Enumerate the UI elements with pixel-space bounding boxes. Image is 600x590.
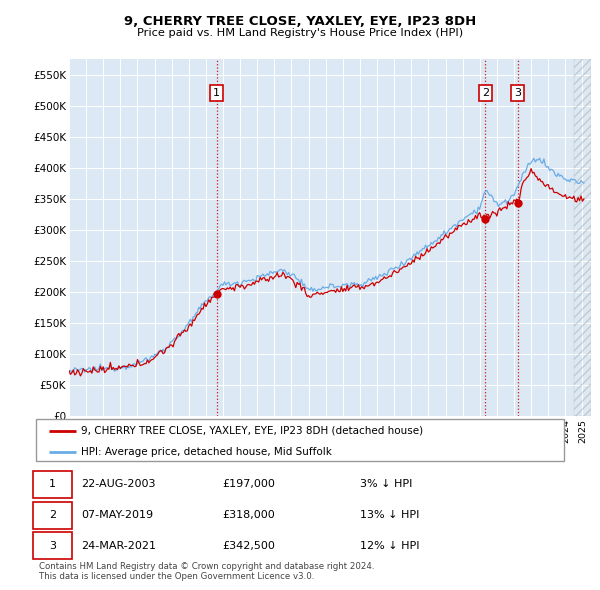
FancyBboxPatch shape: [36, 419, 564, 461]
Text: £197,000: £197,000: [222, 480, 275, 489]
Text: £342,500: £342,500: [222, 541, 275, 550]
Text: 3: 3: [49, 541, 56, 550]
Text: 2: 2: [482, 88, 489, 98]
Text: 3: 3: [514, 88, 521, 98]
Text: 12% ↓ HPI: 12% ↓ HPI: [360, 541, 419, 550]
Text: 9, CHERRY TREE CLOSE, YAXLEY, EYE, IP23 8DH (detached house): 9, CHERRY TREE CLOSE, YAXLEY, EYE, IP23 …: [81, 426, 423, 436]
Text: Contains HM Land Registry data © Crown copyright and database right 2024.
This d: Contains HM Land Registry data © Crown c…: [39, 562, 374, 581]
Text: 9, CHERRY TREE CLOSE, YAXLEY, EYE, IP23 8DH: 9, CHERRY TREE CLOSE, YAXLEY, EYE, IP23 …: [124, 15, 476, 28]
Text: 1: 1: [49, 480, 56, 489]
Text: 13% ↓ HPI: 13% ↓ HPI: [360, 510, 419, 520]
Text: 2: 2: [49, 510, 56, 520]
Text: Price paid vs. HM Land Registry's House Price Index (HPI): Price paid vs. HM Land Registry's House …: [137, 28, 463, 38]
Text: £318,000: £318,000: [222, 510, 275, 520]
Text: 1: 1: [213, 88, 220, 98]
Text: 22-AUG-2003: 22-AUG-2003: [81, 480, 155, 489]
Text: 3% ↓ HPI: 3% ↓ HPI: [360, 480, 412, 489]
Text: 24-MAR-2021: 24-MAR-2021: [81, 541, 156, 550]
Text: HPI: Average price, detached house, Mid Suffolk: HPI: Average price, detached house, Mid …: [81, 447, 332, 457]
Text: 07-MAY-2019: 07-MAY-2019: [81, 510, 153, 520]
